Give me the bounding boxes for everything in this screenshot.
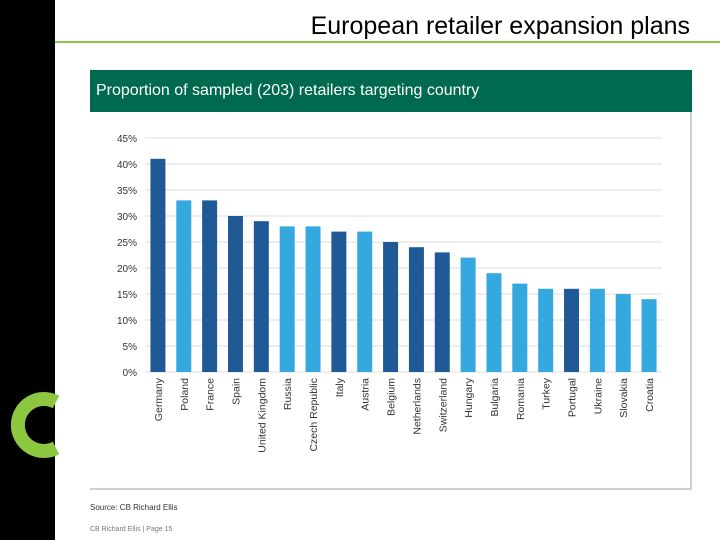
x-tick-label: Germany	[153, 377, 165, 421]
slide-title: European retailer expansion plans	[310, 12, 690, 40]
bar-germany	[150, 158, 166, 372]
bar-spain	[227, 216, 243, 372]
x-tick-label: Netherlands	[411, 378, 423, 435]
bar-turkey	[538, 288, 554, 372]
x-tick-label: Turkey	[541, 377, 553, 409]
x-tick-label: Czech Republic	[308, 378, 320, 452]
x-tick-label: Poland	[179, 378, 191, 411]
title-underline	[55, 41, 720, 43]
bar-hungary	[460, 257, 476, 372]
bar-poland	[176, 200, 192, 372]
x-tick-label: Slovakia	[618, 378, 630, 418]
x-tick-label: Bulgaria	[489, 378, 501, 417]
bar-slovakia	[615, 294, 631, 372]
chart-panel-header: Proportion of sampled (203) retailers ta…	[90, 70, 692, 112]
logo-ring-icon	[10, 392, 60, 458]
bar-belgium	[383, 242, 399, 372]
y-tick-label: 40%	[117, 160, 137, 171]
y-tick-label: 30%	[117, 212, 137, 223]
x-tick-label: Italy	[334, 377, 346, 397]
x-tick-label: Spain	[230, 378, 242, 405]
x-tick-label: Switzerland	[437, 378, 449, 432]
x-tick-label: United Kingdom	[256, 378, 268, 453]
bar-czech-republic	[305, 226, 321, 372]
bar-france	[202, 200, 218, 372]
y-tick-label: 25%	[117, 238, 137, 249]
y-tick-label: 0%	[123, 368, 138, 379]
bar-ukraine	[589, 288, 605, 372]
x-tick-label: Croatia	[644, 378, 656, 412]
bar-united-kingdom	[253, 221, 269, 372]
x-tick-label: Romania	[515, 378, 527, 420]
y-tick-label: 45%	[117, 134, 137, 145]
bar-romania	[512, 283, 528, 372]
y-tick-label: 15%	[117, 290, 137, 301]
y-tick-label: 20%	[117, 264, 137, 275]
page-footer: CB Richard Ellis | Page 15	[90, 526, 173, 533]
bar-austria	[357, 231, 373, 372]
source-note: Source: CB Richard Ellis	[90, 503, 178, 512]
bar-portugal	[564, 288, 580, 372]
bar-chart: 0% 5% 10% 15% 20% 25% 30% 35% 40% 45% Germany Polan…	[117, 134, 662, 453]
x-tick-label: France	[205, 378, 217, 411]
bar-italy	[331, 231, 347, 372]
x-tick-label: Hungary	[463, 377, 475, 417]
chart-panel-title: Proportion of sampled (203) retailers ta…	[96, 82, 480, 99]
bar-bulgaria	[486, 273, 502, 372]
bar-netherlands	[408, 247, 424, 372]
x-tick-label: Ukraine	[592, 378, 604, 414]
y-tick-label: 35%	[117, 186, 137, 197]
y-tick-label: 10%	[117, 316, 137, 327]
bar-russia	[279, 226, 295, 372]
x-tick-label: Belgium	[386, 378, 398, 416]
bar-croatia	[641, 299, 657, 372]
bar-switzerland	[434, 252, 450, 372]
x-tick-label: Portugal	[567, 378, 579, 417]
x-tick-label: Russia	[282, 378, 294, 410]
x-tick-label: Austria	[360, 378, 372, 411]
y-tick-label: 5%	[123, 342, 138, 353]
